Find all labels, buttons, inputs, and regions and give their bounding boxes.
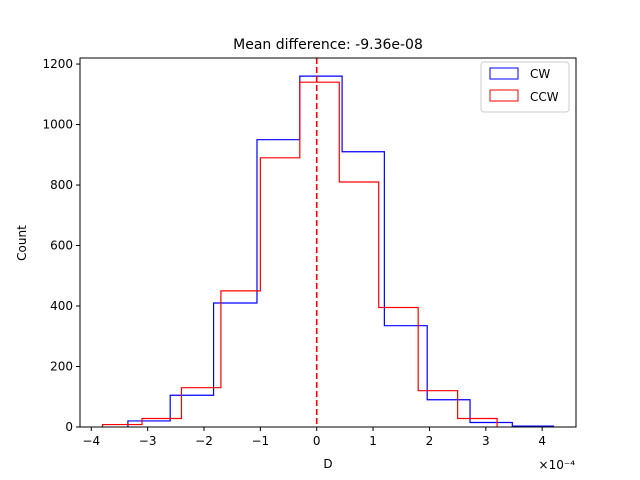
- histogram-cw-line: [127, 75, 555, 427]
- x-tick-label: 3: [482, 434, 490, 448]
- legend-ccw-label: CCW: [530, 90, 559, 104]
- y-tick-label: 400: [50, 299, 73, 313]
- legend-ccw-swatch: [489, 89, 519, 102]
- axes-frame: [79, 57, 577, 428]
- x-tick-label: −4: [82, 434, 100, 448]
- legend-frame: [480, 61, 570, 113]
- x-tick-label: −2: [195, 434, 213, 448]
- x-scale-label: ×10⁻⁴: [539, 458, 576, 472]
- x-tick-label: −3: [139, 434, 157, 448]
- y-tick-label: 1200: [42, 57, 73, 71]
- histogram-ccw-line: [101, 81, 498, 427]
- y-tick-label: 200: [50, 360, 73, 374]
- plot-area: −4 −3 −2 −1 0 1 2 3 4 0 200 400 600 800 1000 1200: [42, 57, 577, 448]
- legend-cw-swatch: [489, 67, 519, 80]
- y-tick-label: 1000: [42, 118, 73, 132]
- legend: CW CCW: [480, 61, 570, 113]
- x-axis-label: D: [323, 457, 332, 471]
- x-tick-label: 4: [538, 434, 546, 448]
- y-tick-label: 600: [50, 239, 73, 253]
- x-tick-label: 0: [313, 434, 321, 448]
- y-tick-label: 800: [50, 178, 73, 192]
- y-tick-label: 0: [65, 420, 73, 434]
- y-axis-label: Count: [15, 225, 29, 261]
- x-tick-label: 2: [426, 434, 434, 448]
- legend-cw-label: CW: [530, 67, 550, 81]
- x-tick-label: 1: [369, 434, 377, 448]
- x-tick-label: −1: [252, 434, 270, 448]
- chart-title: Mean difference: -9.36e-08: [233, 37, 423, 53]
